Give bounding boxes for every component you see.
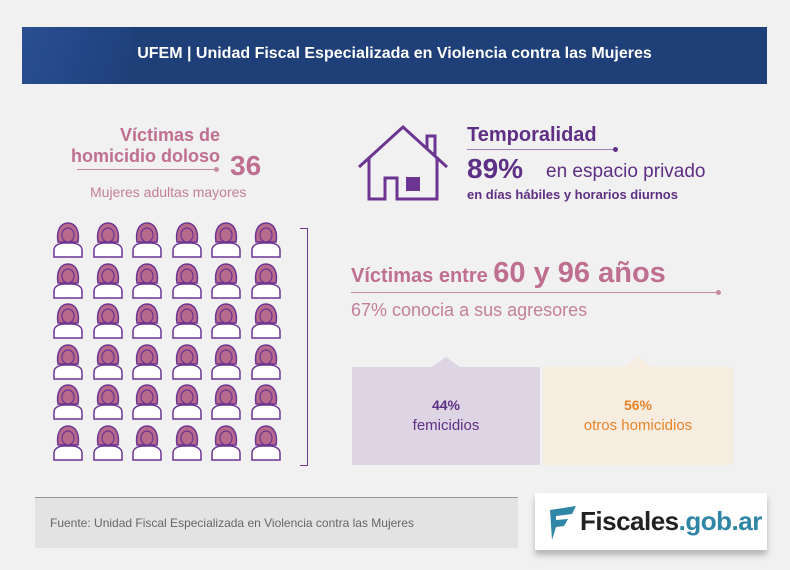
logo-domain: .gob.ar <box>678 506 763 536</box>
divider <box>351 292 719 293</box>
woman-icon <box>92 262 123 299</box>
woman-icon <box>171 303 202 339</box>
woman-icon <box>250 384 281 420</box>
fiscales-logo[interactable]: Fiscales.gob.ar <box>535 493 767 550</box>
woman-icon <box>132 303 162 339</box>
divider <box>467 149 615 150</box>
temporality-percent: 89% <box>467 153 524 184</box>
woman-icon <box>171 262 202 299</box>
woman-icon <box>132 343 162 380</box>
woman-icon <box>132 384 162 420</box>
woman-icon <box>92 222 123 258</box>
logo-mark-icon <box>550 506 576 540</box>
header-banner: UFEM | Unidad Fiscal Especializada en Vi… <box>22 27 767 84</box>
victims-count: 36 <box>230 150 262 181</box>
victims-title: Víctimas de homicidio doloso <box>60 125 220 167</box>
other-homicides-box: 56% otros homicidios <box>543 357 733 465</box>
victims-title-line2: homicidio doloso <box>71 146 220 166</box>
femicides-label: femicidios <box>412 417 480 434</box>
woman-icon <box>211 384 241 420</box>
woman-icon <box>250 343 281 380</box>
age-range: Víctimas entre 60 y 96 años <box>351 257 666 290</box>
woman-icon <box>92 343 123 380</box>
woman-icon <box>53 222 83 258</box>
woman-icon <box>171 343 202 380</box>
woman-icon <box>250 303 281 339</box>
other-homicides-label: otros homicidios <box>583 417 693 434</box>
woman-icon <box>92 384 123 420</box>
header-decoration <box>22 27 132 84</box>
woman-icon <box>53 384 83 420</box>
femicides-percent: 44% <box>431 397 461 413</box>
temporality-detail: en días hábiles y horarios diurnos <box>467 187 678 202</box>
woman-icon <box>132 262 162 299</box>
divider-dot <box>716 290 721 295</box>
woman-icon <box>53 262 83 299</box>
divider <box>77 169 215 170</box>
other-homicides-percent: 56% <box>623 397 653 413</box>
age-prefix: Víctimas entre <box>351 265 488 287</box>
age-range-value: 60 y 96 años <box>493 257 666 289</box>
bracket <box>300 228 308 466</box>
woman-icon <box>250 222 281 258</box>
woman-icon <box>171 384 202 420</box>
victims-subtitle: Mujeres adultas mayores <box>90 184 247 200</box>
woman-icon <box>211 424 241 461</box>
woman-icon <box>171 424 202 461</box>
woman-icon <box>211 262 241 299</box>
woman-icon <box>132 424 162 461</box>
woman-icon <box>53 343 83 380</box>
woman-icon <box>250 262 281 299</box>
house-icon <box>357 124 449 201</box>
temporality-title: Temporalidad <box>467 124 597 146</box>
victims-title-line1: Víctimas de <box>119 125 220 145</box>
temporality-place: en espacio privado <box>546 161 706 182</box>
woman-icon <box>211 303 241 339</box>
woman-icon <box>53 424 83 461</box>
known-aggressor: 67% conocia a sus agresores <box>351 300 588 320</box>
woman-icon <box>171 222 202 258</box>
logo-name: Fiscales <box>580 506 679 536</box>
woman-icon <box>211 343 241 380</box>
source-footer: Fuente: Unidad Fiscal Especializada en V… <box>35 497 518 548</box>
woman-icon <box>250 424 281 461</box>
page-title: UFEM | Unidad Fiscal Especializada en Vi… <box>137 45 652 62</box>
woman-icon <box>211 222 241 258</box>
divider-dot <box>214 167 219 172</box>
woman-icon <box>53 303 83 339</box>
woman-icon <box>132 222 162 258</box>
divider-dot <box>613 147 618 152</box>
femicides-box: 44% femicidios <box>352 357 540 465</box>
source-text: Fuente: Unidad Fiscal Especializada en V… <box>50 516 414 530</box>
woman-icon <box>92 424 123 461</box>
woman-icon <box>92 303 123 339</box>
